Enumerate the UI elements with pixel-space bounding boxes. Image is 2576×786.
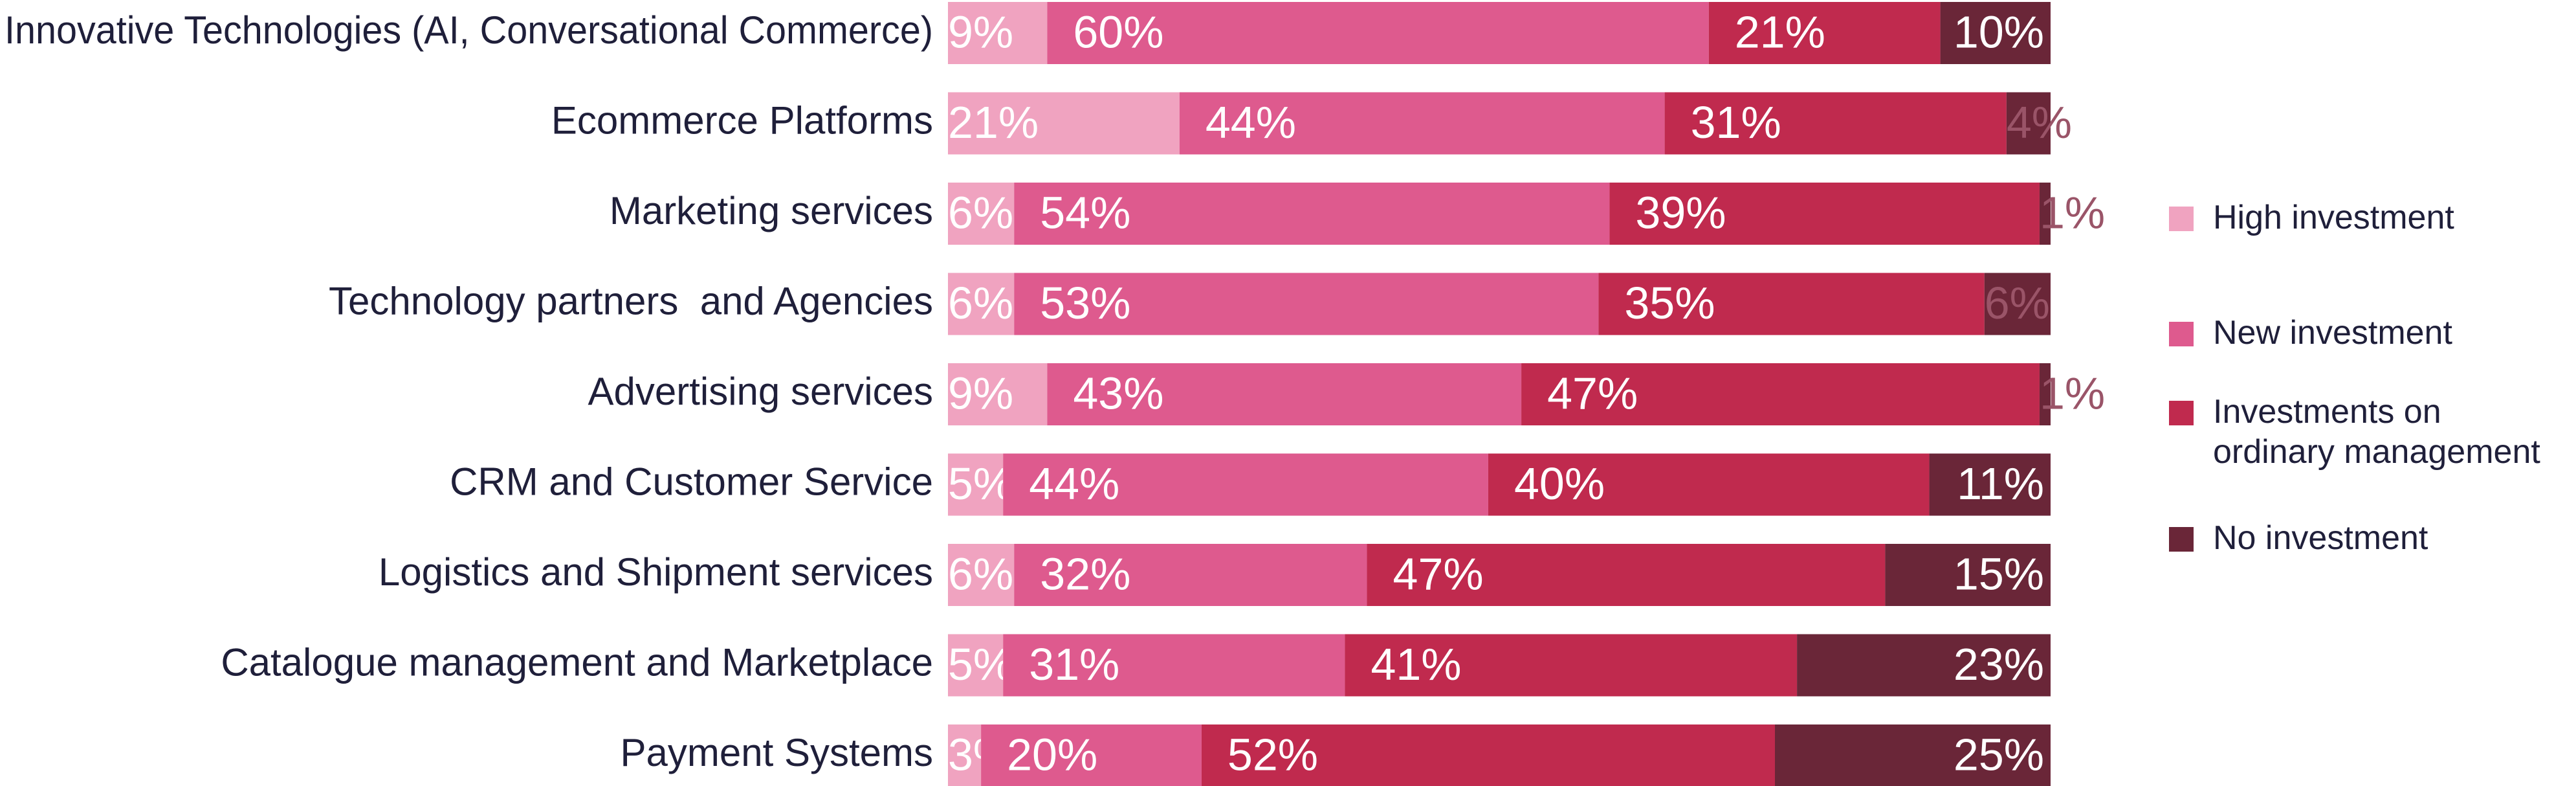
value-label: 5% [948, 639, 1013, 690]
legend-swatch [2169, 401, 2194, 425]
bar-segment [1609, 183, 2040, 245]
bar-segment [1201, 724, 1775, 786]
value-label: 10% [1954, 6, 2044, 57]
category-label: Technology partners and Agencies [329, 279, 933, 322]
value-label: 31% [1029, 639, 1119, 690]
bar-segment [1367, 544, 1886, 606]
bar-segment [1488, 453, 1930, 516]
bar-segment [948, 92, 1180, 155]
legend-swatch [2169, 207, 2194, 231]
bar-segment [1014, 273, 1599, 335]
value-label: 60% [1073, 6, 1163, 57]
bar-segment [1929, 453, 2051, 516]
value-label: 5% [948, 458, 1013, 509]
value-label: 6% [948, 278, 1013, 328]
bar-segment [948, 453, 1004, 516]
value-label: 52% [1227, 729, 1318, 780]
value-label: 44% [1029, 458, 1119, 509]
value-label: 1% [2040, 368, 2105, 418]
bar-segment [1047, 363, 1522, 425]
bar-segment [948, 273, 1015, 335]
bar-segment [1598, 273, 1985, 335]
value-label: 47% [1547, 368, 1638, 418]
value-label: 44% [1205, 97, 1296, 148]
value-label: 20% [1007, 729, 1097, 780]
bar-segment [1797, 634, 2051, 697]
category-label: Ecommerce Platforms [551, 98, 933, 142]
bar-segment [981, 724, 1202, 786]
bar-segment [948, 183, 1015, 245]
bar-segment [1179, 92, 1665, 155]
value-label: 15% [1954, 548, 2044, 599]
bar-segment [2006, 92, 2051, 155]
value-label: 6% [948, 548, 1013, 599]
value-label: 35% [1624, 278, 1715, 328]
bar-segment [1345, 634, 1798, 697]
bar-segment [1014, 183, 1610, 245]
bar-segment [1664, 92, 2007, 155]
category-label: Advertising services [588, 370, 933, 413]
value-label: 9% [948, 368, 1013, 418]
legend-swatch [2169, 322, 2194, 346]
value-label: 1% [2040, 187, 2105, 238]
legend-label: Investments on ordinary management [2213, 393, 2540, 471]
category-label: Catalogue management and Marketplace [221, 640, 933, 684]
value-label: 43% [1073, 368, 1163, 418]
bar-segment [1003, 453, 1488, 516]
legend-item: No investment [2169, 518, 2570, 558]
value-label: 11% [1957, 458, 2044, 509]
legend-label: No investment [2213, 519, 2428, 557]
bar-segment [1775, 724, 2051, 786]
bar-segment [1014, 544, 1367, 606]
bar-segment [1984, 273, 2051, 335]
bar-segment [948, 544, 1015, 606]
legend-item: High investment [2169, 197, 2570, 238]
value-label: 23% [1954, 639, 2044, 690]
bar-segment [948, 363, 1048, 425]
value-label: 6% [948, 187, 1013, 238]
category-label: Marketing services [610, 189, 933, 232]
value-label: 53% [1040, 278, 1130, 328]
bar-segment [948, 2, 1048, 64]
legend-swatch [2169, 527, 2194, 552]
bar-segment [1521, 363, 2040, 425]
value-label: 40% [1514, 458, 1605, 509]
bar-segment [1940, 2, 2051, 64]
value-label: 21% [1735, 6, 1825, 57]
bar-segment [1047, 2, 1709, 64]
legend-item: New investment [2169, 313, 2570, 353]
bar-segment [2039, 183, 2051, 245]
value-label: 54% [1040, 187, 1130, 238]
bar-segment [948, 634, 1004, 697]
value-label: 4% [2007, 97, 2072, 148]
bar-segment [1003, 634, 1345, 697]
bar-segment [1885, 544, 2051, 606]
category-label: Logistics and Shipment services [379, 550, 933, 594]
category-label: CRM and Customer Service [450, 460, 933, 503]
value-label: 21% [948, 97, 1039, 148]
legend-label: New investment [2213, 314, 2452, 352]
value-label: 32% [1040, 548, 1130, 599]
bar-segment [2039, 363, 2051, 425]
legend-label: High investment [2213, 199, 2454, 236]
value-label: 41% [1371, 639, 1461, 690]
value-label: 31% [1691, 97, 1781, 148]
bar-segment [1708, 2, 1941, 64]
value-label: 39% [1635, 187, 1726, 238]
value-label: 6% [1985, 278, 2050, 328]
category-label: Innovative Technologies (AI, Conversatio… [5, 8, 933, 52]
value-label: 9% [948, 6, 1013, 57]
category-label: Payment Systems [621, 731, 934, 774]
bar-segment [948, 724, 982, 786]
value-label: 47% [1393, 548, 1484, 599]
value-label: 25% [1954, 729, 2044, 780]
legend-item: Investments on ordinary management [2169, 392, 2570, 472]
